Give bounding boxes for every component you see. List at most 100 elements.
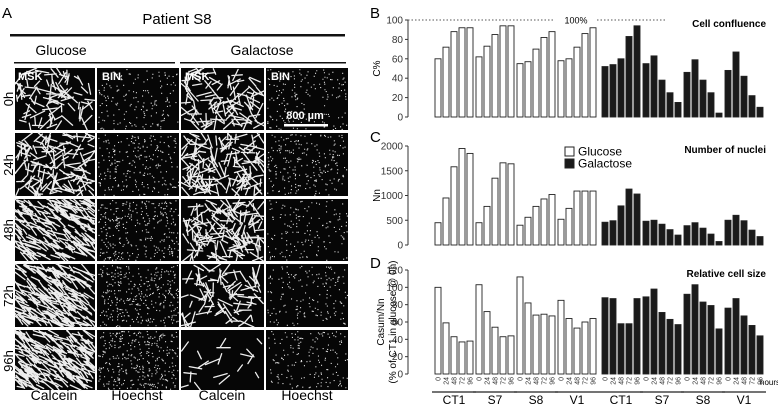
- legend-glucose-label: Glucose: [578, 145, 622, 159]
- micrograph-tile: [180, 330, 264, 391]
- bar-galactose: [699, 301, 707, 375]
- galactose-rule: [180, 62, 346, 64]
- hoechst-nuclei: [98, 331, 179, 391]
- bar-galactose: [732, 51, 740, 118]
- bar-galactose: [617, 205, 625, 246]
- time-tick-label: 48: [619, 377, 626, 385]
- bar-galactose: [756, 106, 764, 118]
- calcein-cells: [14, 132, 96, 197]
- bar-glucose: [532, 205, 540, 246]
- chart-title: Cell confluence: [692, 19, 766, 30]
- micrograph-tile: [14, 198, 96, 262]
- bar-galactose: [642, 296, 650, 375]
- bar-glucose: [475, 284, 483, 375]
- bar-galactose: [724, 219, 732, 246]
- bar-galactose: [633, 193, 641, 246]
- bottom-label-calcein-2: Calcein: [199, 387, 246, 403]
- y-tick-label: 1000: [381, 191, 404, 202]
- row-label-96h: 96h: [1, 350, 16, 372]
- micrograph-background: [97, 264, 179, 327]
- bar-galactose: [748, 229, 756, 246]
- group-label: S7: [655, 393, 670, 406]
- time-tick-label: 72: [460, 377, 467, 385]
- time-tick-label: 24: [444, 377, 451, 385]
- bar-glucose: [573, 190, 581, 246]
- bar-galactose: [756, 236, 764, 246]
- bar-galactose: [699, 79, 707, 118]
- bar-glucose: [524, 61, 532, 118]
- y-tick-label: 60: [392, 54, 404, 65]
- time-tick-label: 72: [542, 377, 549, 385]
- bar-glucose: [458, 341, 466, 375]
- calcein-cells: [180, 132, 265, 197]
- y-tick-label: 80: [392, 300, 404, 311]
- bar-glucose: [557, 218, 565, 246]
- time-tick-label: 0: [518, 377, 525, 381]
- panel-letter: C: [370, 129, 381, 146]
- time-tick-label: 48: [575, 377, 582, 385]
- bar-galactose: [617, 323, 625, 375]
- micrograph-tile: [266, 330, 348, 390]
- bar-galactose: [715, 328, 723, 375]
- bar-glucose: [573, 327, 581, 375]
- bar-glucose: [466, 152, 474, 246]
- bar-glucose: [516, 63, 524, 118]
- bar-galactose: [601, 66, 609, 118]
- bar-galactose: [683, 293, 691, 375]
- panel-letter: D: [370, 255, 381, 272]
- bar-galactose: [650, 55, 658, 118]
- hoechst-nuclei: [98, 134, 180, 196]
- bar-galactose: [666, 318, 674, 375]
- hoechst-nuclei: [268, 331, 348, 389]
- group-header-glucose: Glucose: [35, 42, 87, 58]
- bar-glucose: [565, 318, 573, 375]
- y-tick-label: 100: [386, 283, 403, 294]
- bar-galactose: [625, 188, 633, 246]
- time-tick-label: 0: [436, 377, 443, 381]
- time-tick-label: 96: [591, 377, 598, 385]
- bar-galactose: [691, 284, 699, 375]
- bar-galactose: [699, 227, 707, 246]
- micrograph-tile: [181, 198, 265, 262]
- calcein-cells: [180, 337, 263, 391]
- y-tick-label: 120: [386, 266, 403, 277]
- y-axis-label: Casum/Nn: [376, 298, 387, 345]
- panel-letter: B: [370, 5, 380, 22]
- time-tick-label: 24: [652, 377, 659, 385]
- time-tick-label: 24: [693, 377, 700, 385]
- bar-glucose: [507, 25, 515, 118]
- bar-galactose: [691, 222, 699, 246]
- y-tick-label: 40: [392, 335, 404, 346]
- time-tick-label: 96: [635, 377, 642, 385]
- time-tick-label: 0: [477, 377, 484, 381]
- time-tick-label: 0: [559, 377, 566, 381]
- group-header-galactose: Galactose: [230, 42, 293, 58]
- bar-glucose: [450, 31, 458, 118]
- bar-galactose: [748, 325, 756, 375]
- hoechst-nuclei: [98, 265, 179, 327]
- bar-glucose: [434, 222, 442, 246]
- bar-galactose: [674, 101, 682, 118]
- y-tick-label: 500: [386, 216, 403, 227]
- bar-glucose: [516, 276, 524, 375]
- bar-galactose: [756, 335, 764, 375]
- bar-glucose: [475, 222, 483, 246]
- y-tick-label: 0: [397, 241, 403, 252]
- bar-galactose: [625, 36, 633, 118]
- bar-glucose: [524, 216, 532, 246]
- bar-glucose: [581, 190, 589, 246]
- y-tick-label: 20: [392, 352, 404, 363]
- bar-glucose: [499, 336, 507, 375]
- y-tick-label: 0: [397, 370, 403, 381]
- mask-labels: MSK BIN MSK BIN: [18, 71, 290, 83]
- bar-galactose: [683, 71, 691, 118]
- patient-title: Patient S8: [142, 11, 211, 28]
- reference-line-label: 100%: [564, 16, 587, 26]
- group-label: S8: [696, 393, 711, 406]
- bar-glucose: [507, 163, 515, 246]
- bar-glucose: [548, 31, 556, 118]
- bar-galactose: [707, 92, 715, 118]
- bar-galactose: [732, 214, 740, 246]
- micrograph-background: [266, 68, 348, 130]
- time-tick-label: 0: [644, 377, 651, 381]
